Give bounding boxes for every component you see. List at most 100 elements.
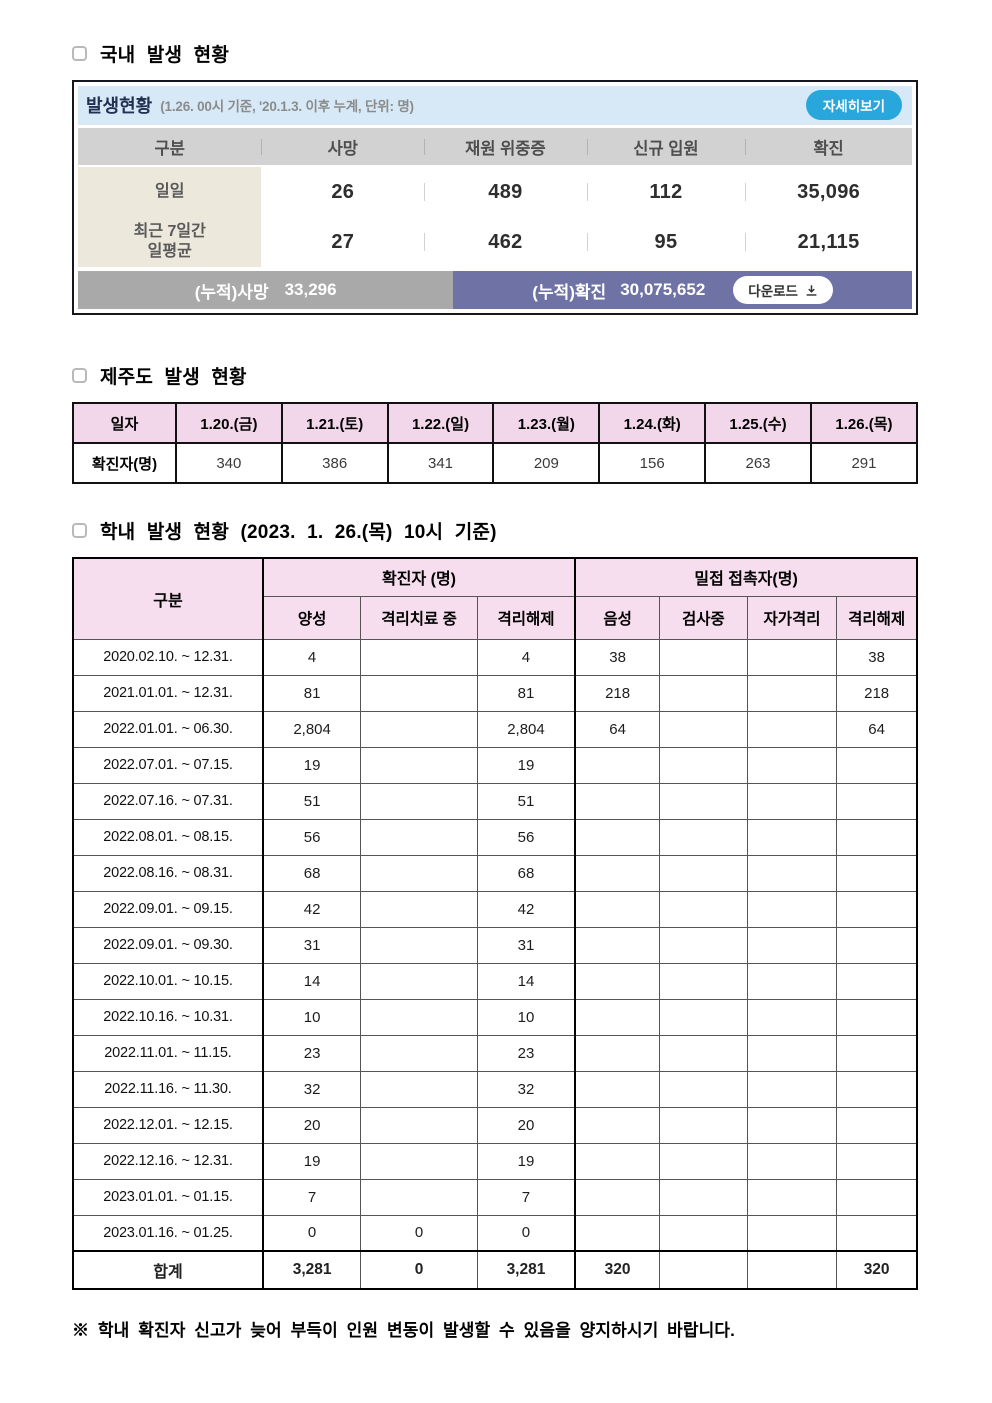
table-row: 2022.01.01. ~ 06.30. 2,804 2,804 64 64 xyxy=(72,710,918,748)
total-negative-cell: 320 xyxy=(574,1250,661,1290)
table-row: 2022.07.16. ~ 07.31. 51 51 xyxy=(72,782,918,820)
in-treatment-cell: 0 xyxy=(360,1214,478,1252)
deaths-cell: 27 xyxy=(331,230,355,253)
total-label: 합계 xyxy=(72,1250,264,1290)
quarantine-released-cell xyxy=(836,782,918,820)
positive-cell: 7 xyxy=(262,1178,362,1216)
in-treatment-cell xyxy=(360,1142,478,1180)
table-row: 2020.02.10. ~ 12.31. 4 4 38 38 xyxy=(72,638,918,676)
severe-cases-cell: 462 xyxy=(424,217,587,267)
positive-cell: 81 xyxy=(262,674,362,712)
in-treatment-cell xyxy=(360,1106,478,1144)
self-quarantine-cell xyxy=(746,926,838,964)
row-label: 최근 7일간 일평균 xyxy=(78,217,262,267)
released-cell: 51 xyxy=(476,782,577,820)
testing-cell xyxy=(659,1106,748,1144)
date-header-cell: 1.20.(금) xyxy=(174,402,283,444)
positive-cell: 19 xyxy=(262,746,362,784)
confirmed-count-cell: 209 xyxy=(492,442,601,484)
released-cell: 20 xyxy=(476,1106,577,1144)
jeju-table: 일자 1.20.(금) 1.21.(토) 1.22.(일) 1.23.(월) 1.24.(… xyxy=(72,402,919,484)
download-button-label: 다운로드 xyxy=(748,284,798,299)
table-row: 2022.10.16. ~ 10.31. 10 10 xyxy=(72,998,918,1036)
quarantine-released-cell xyxy=(836,998,918,1036)
table-row: 2022.11.01. ~ 11.15. 23 23 xyxy=(72,1034,918,1072)
self-quarantine-cell xyxy=(746,1034,838,1072)
group-header-contacts: 밀접 접촉자(명) xyxy=(574,557,918,597)
released-cell: 42 xyxy=(476,890,577,928)
self-quarantine-cell xyxy=(746,710,838,748)
total-quarantine-released-cell: 320 xyxy=(836,1250,918,1290)
released-cell: 10 xyxy=(476,998,577,1036)
released-cell: 23 xyxy=(476,1034,577,1072)
self-quarantine-cell xyxy=(746,1070,838,1108)
in-treatment-cell xyxy=(360,710,478,748)
subcolumn-header: 양성 xyxy=(262,595,362,640)
released-cell: 7 xyxy=(476,1178,577,1216)
report-page: 국내 발생 현황 발생현황 (1.26. 00시 기준, '20.1.3. 이후… xyxy=(0,0,992,1341)
domestic-box-titlebar: 발생현황 (1.26. 00시 기준, '20.1.3. 이후 누계, 단위: … xyxy=(78,86,912,125)
column-header: 사망 xyxy=(261,128,424,165)
table-row: 2021.01.01. ~ 12.31. 81 81 218 218 xyxy=(72,674,918,712)
released-cell: 32 xyxy=(476,1070,577,1108)
section-title-domestic: 국내 발생 현황 xyxy=(100,45,230,66)
total-testing-cell xyxy=(659,1250,748,1290)
positive-cell: 14 xyxy=(262,962,362,1000)
total-positive-cell: 3,281 xyxy=(262,1250,362,1290)
table-row: 2023.01.16. ~ 01.25. 0 0 0 xyxy=(72,1214,918,1252)
table-row: 최근 7일간 일평균 27 462 95 21,115 xyxy=(78,217,912,267)
quarantine-released-cell xyxy=(836,1214,918,1252)
negative-cell: 38 xyxy=(574,638,661,676)
testing-cell xyxy=(659,1142,748,1180)
period-label: 2022.01.01. ~ 06.30. xyxy=(72,710,264,748)
date-header-cell: 1.21.(토) xyxy=(280,402,389,444)
self-quarantine-cell xyxy=(746,782,838,820)
in-treatment-cell xyxy=(360,818,478,856)
released-cell: 56 xyxy=(476,818,577,856)
quarantine-released-cell: 218 xyxy=(836,674,918,712)
period-label: 2022.10.01. ~ 10.15. xyxy=(72,962,264,1000)
confirmed-cell: 21,115 xyxy=(745,217,912,267)
date-header-cell: 1.26.(목) xyxy=(809,402,919,444)
in-treatment-cell xyxy=(360,1178,478,1216)
released-cell: 19 xyxy=(476,1142,577,1180)
cumulative-confirmed-value: 30,075,652 xyxy=(620,280,706,299)
negative-cell xyxy=(574,746,661,784)
cumulative-deaths-value: 33,296 xyxy=(284,280,337,299)
testing-cell xyxy=(659,962,748,1000)
table-row: 2022.11.16. ~ 11.30. 32 32 xyxy=(72,1070,918,1108)
quarantine-released-cell xyxy=(836,926,918,964)
negative-cell xyxy=(574,1034,661,1072)
box-title: 발생현황 xyxy=(86,96,153,116)
positive-cell: 19 xyxy=(262,1142,362,1180)
detail-view-button[interactable]: 자세히보기 xyxy=(805,90,902,120)
negative-cell xyxy=(574,854,661,892)
subcolumn-header: 격리해제 xyxy=(836,595,918,640)
quarantine-released-cell xyxy=(836,746,918,784)
table-row: 2022.09.01. ~ 09.30. 31 31 xyxy=(72,926,918,964)
positive-cell: 51 xyxy=(262,782,362,820)
self-quarantine-cell xyxy=(746,818,838,856)
school-table-body: 2020.02.10. ~ 12.31. 4 4 38 38 2021.01.0… xyxy=(72,638,918,1252)
released-cell: 4 xyxy=(476,638,577,676)
positive-cell: 4 xyxy=(262,638,362,676)
domestic-table-header: 구분 사망 재원 위중증 신규 입원 확진 xyxy=(78,128,912,165)
school-table: 구분 확진자 (명) 밀접 접촉자(명) 양성 격리치료 중 격리해제 음성 검사중 자가… xyxy=(72,557,918,1290)
testing-cell xyxy=(659,710,748,748)
period-label: 2022.09.01. ~ 09.15. xyxy=(72,890,264,928)
self-quarantine-cell xyxy=(746,746,838,784)
row-label: 확진자(명) xyxy=(72,442,177,484)
date-header-cell: 1.25.(수) xyxy=(704,402,812,444)
in-treatment-cell xyxy=(360,890,478,928)
negative-cell xyxy=(574,1214,661,1252)
quarantine-released-cell: 64 xyxy=(836,710,918,748)
total-released-cell: 3,281 xyxy=(476,1250,577,1290)
subcolumn-header: 음성 xyxy=(574,595,661,640)
deaths-cell: 26 xyxy=(331,180,355,203)
negative-cell: 218 xyxy=(574,674,661,712)
quarantine-released-cell xyxy=(836,1034,918,1072)
in-treatment-cell xyxy=(360,962,478,1000)
quarantine-released-cell xyxy=(836,1070,918,1108)
download-button[interactable]: 다운로드 xyxy=(733,276,833,304)
table-row: 2022.12.01. ~ 12.15. 20 20 xyxy=(72,1106,918,1144)
